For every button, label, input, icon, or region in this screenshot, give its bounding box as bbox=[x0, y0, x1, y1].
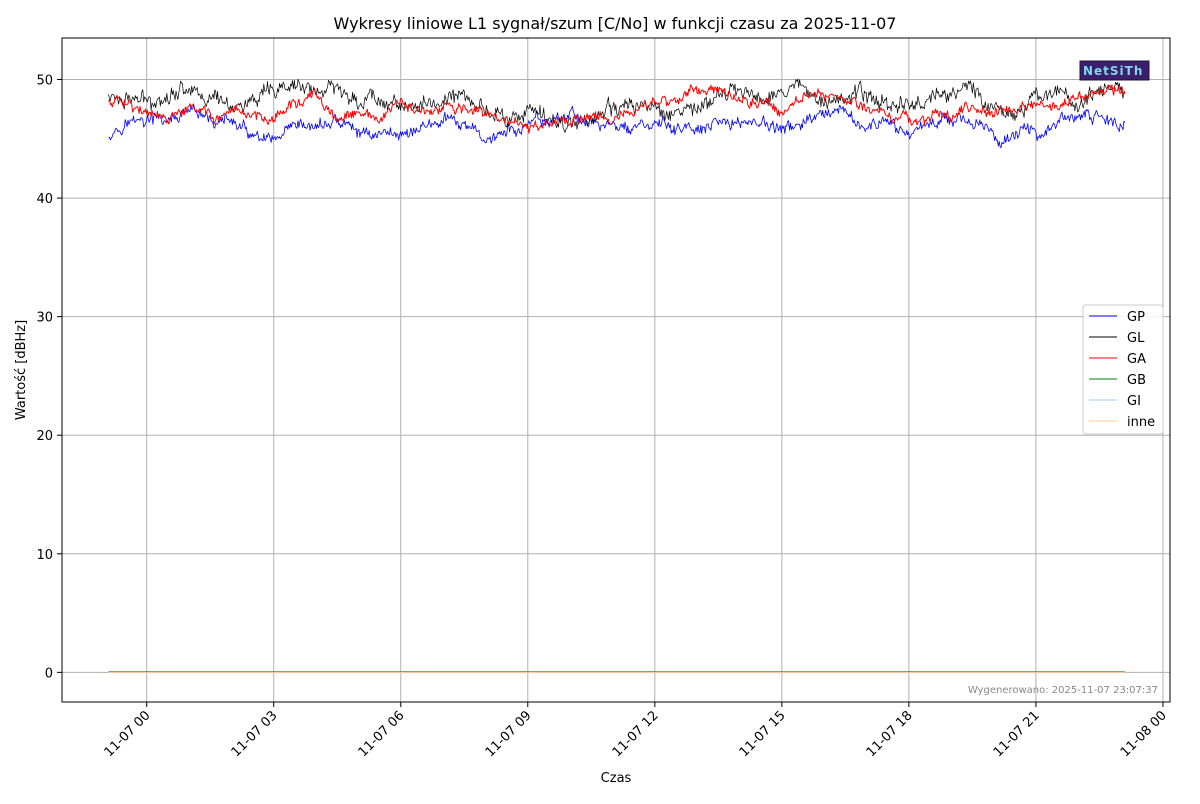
legend-label-ga: GA bbox=[1127, 352, 1146, 367]
x-axis-title: Czas bbox=[601, 771, 632, 786]
y-tick-label: 20 bbox=[36, 429, 53, 444]
x-tick-label: 11-07 15 bbox=[737, 708, 789, 760]
series-line-gl bbox=[108, 78, 1126, 133]
legend: GP GL GA GB GI inne bbox=[1082, 304, 1164, 435]
legend-label-gi: GI bbox=[1127, 394, 1141, 409]
grid bbox=[62, 38, 1170, 702]
x-tick-label: 11-07 03 bbox=[229, 708, 281, 760]
netsith-logo: NetSiTh bbox=[1079, 60, 1150, 81]
legend-label-gp: GP bbox=[1127, 310, 1145, 325]
generated-timestamp: Wygenerowano: 2025-11-07 23:07:37 bbox=[968, 685, 1158, 696]
x-tick-label: 11-07 12 bbox=[610, 708, 662, 760]
y-tick-label: 0 bbox=[45, 666, 53, 681]
plot-frame bbox=[61, 37, 1171, 703]
x-tick-label: 11-07 18 bbox=[864, 708, 916, 760]
legend-label-gl: GL bbox=[1127, 331, 1145, 346]
series-line-ga bbox=[108, 84, 1126, 134]
chart-title: Wykresy liniowe L1 sygnał/szum [C/No] w … bbox=[334, 14, 897, 33]
x-tick-label: 11-07 09 bbox=[483, 708, 535, 760]
x-tick-label: 11-07 21 bbox=[991, 708, 1043, 760]
y-tick-label: 10 bbox=[36, 548, 53, 563]
y-axis-title: Wartość [dBHz] bbox=[14, 320, 29, 420]
legend-label-inne: inne bbox=[1127, 415, 1155, 430]
y-axis-ticks: 0 10 20 30 40 50 bbox=[36, 74, 62, 681]
x-tick-label: 11-08 00 bbox=[1118, 708, 1170, 760]
y-tick-label: 40 bbox=[36, 192, 53, 207]
legend-label-gb: GB bbox=[1127, 373, 1146, 388]
logo-text: NetSiTh bbox=[1083, 64, 1143, 78]
series-line-gp bbox=[108, 103, 1126, 149]
series-lines bbox=[108, 78, 1126, 673]
y-tick-label: 30 bbox=[36, 311, 53, 326]
y-tick-label: 50 bbox=[36, 74, 53, 89]
x-tick-label: 11-07 06 bbox=[356, 708, 408, 760]
x-axis-ticks: 11-07 00 11-07 03 11-07 06 11-07 09 11-07 12… bbox=[102, 702, 1170, 760]
x-tick-label: 11-07 00 bbox=[102, 708, 154, 760]
